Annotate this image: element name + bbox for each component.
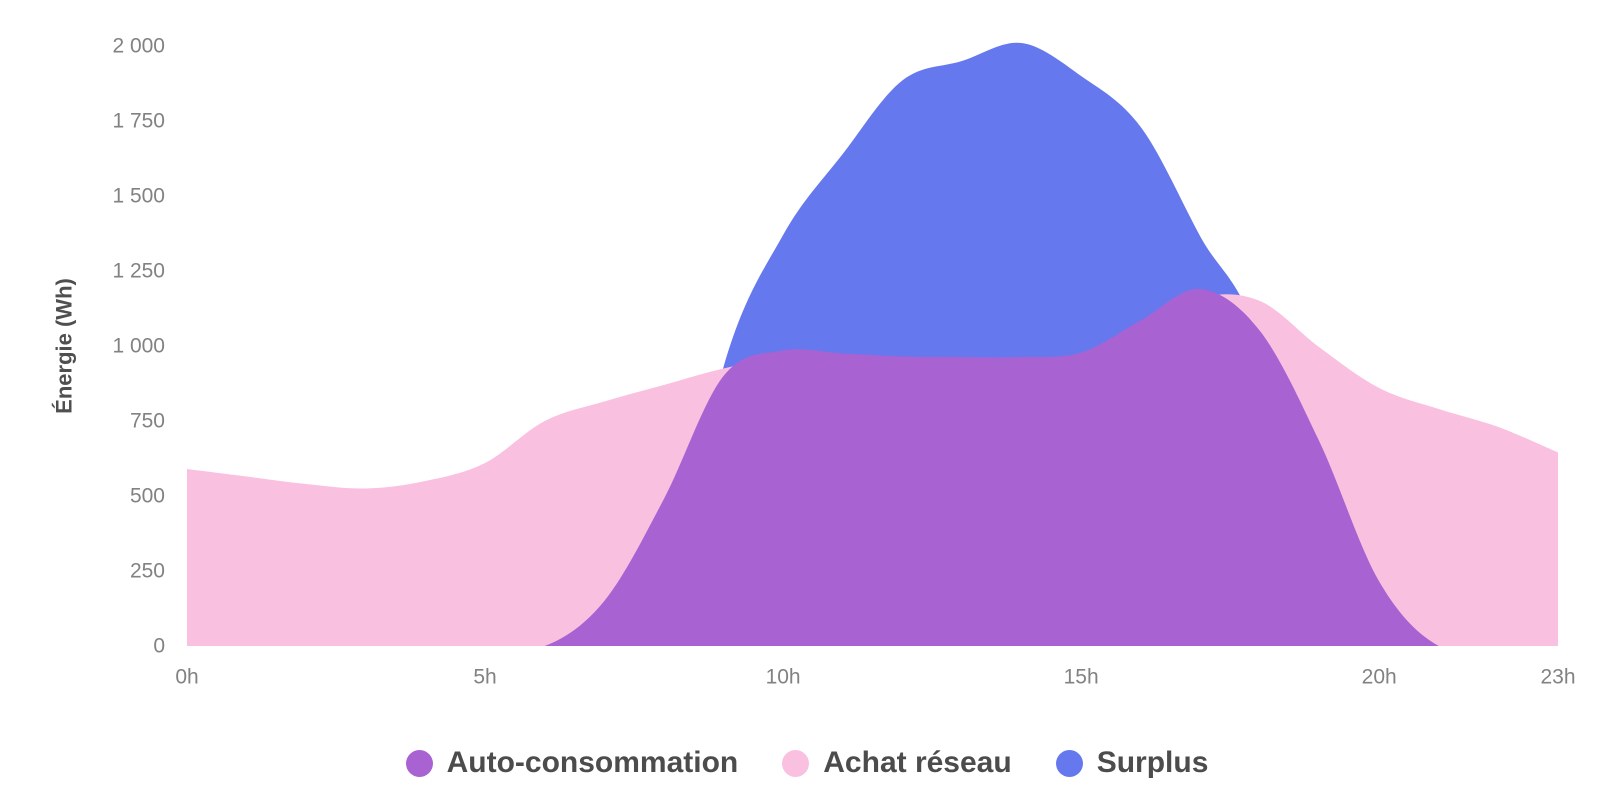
area-auto-consommation	[187, 288, 1558, 646]
x-tick-label-15h: 15h	[1064, 666, 1099, 689]
y-axis-title: Énergie (Wh)	[52, 278, 77, 414]
legend-chip-auto-consommation	[405, 749, 433, 777]
y-tick-label-2000: 2 000	[112, 35, 165, 58]
y-tick-label-1750: 1 750	[112, 110, 165, 133]
energy-area-chart: 0 250 500 750 1 000 1 250 1 500 1 750 2 000 0h 5h 1…	[52, 35, 1576, 689]
legend-label-auto-consommation: Auto-consommation	[446, 746, 739, 779]
y-tick-label-750: 750	[130, 410, 165, 433]
x-tick-label-23h: 23h	[1540, 666, 1575, 689]
y-tick-label-1500: 1 500	[112, 185, 165, 208]
legend-item-achat-reseau[interactable]: Achat réseau	[782, 746, 1012, 780]
legend-item-auto-consommation[interactable]: Auto-consommation	[405, 746, 739, 780]
x-tick-label-0h: 0h	[175, 666, 198, 689]
legend-label-achat-reseau: Achat réseau	[823, 746, 1012, 779]
y-tick-label-250: 250	[130, 560, 165, 583]
legend-chip-surplus	[1055, 749, 1083, 777]
chart-legend: Auto-consommation Achat réseau Surplus	[0, 735, 1614, 791]
y-tick-label-0: 0	[153, 635, 165, 658]
y-tick-label-1250: 1 250	[112, 260, 165, 283]
x-tick-label-5h: 5h	[473, 666, 496, 689]
x-tick-label-10h: 10h	[766, 666, 801, 689]
x-tick-label-20h: 20h	[1362, 666, 1397, 689]
legend-chip-achat-reseau	[782, 749, 810, 777]
legend-item-surplus[interactable]: Surplus	[1055, 746, 1209, 780]
y-tick-label-500: 500	[130, 485, 165, 508]
legend-label-surplus: Surplus	[1096, 746, 1209, 779]
y-tick-label-1000: 1 000	[112, 335, 165, 358]
